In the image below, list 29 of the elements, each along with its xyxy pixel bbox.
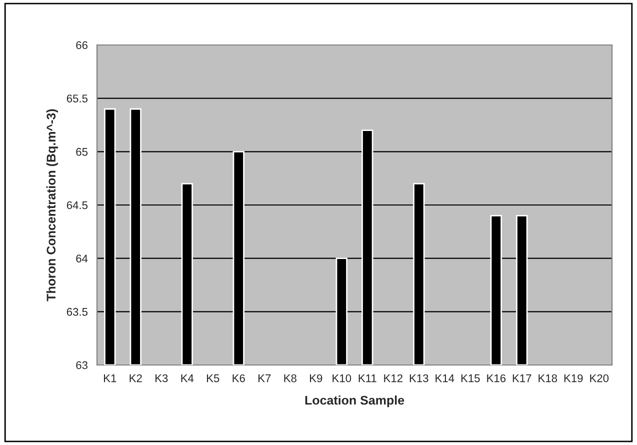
x-tick-label: K18 [538, 374, 558, 382]
y-tick-label: 63.5 [66, 308, 88, 316]
x-tick-label: K20 [590, 374, 609, 382]
x-tick-label: K3 [155, 374, 168, 382]
x-tick-label: K15 [461, 374, 480, 382]
x-axis-title: Location Sample [305, 395, 404, 408]
x-tick-label: K2 [130, 374, 142, 382]
x-tick-label: K9 [310, 374, 322, 382]
x-tick-label: K11 [358, 374, 376, 382]
y-axis-title: Thoron Concentration (Bq.m^-3) [46, 109, 58, 302]
x-tick-label: K1 [104, 374, 116, 382]
x-tick-label: K13 [410, 374, 428, 382]
x-tick-label: K7 [258, 374, 271, 382]
x-tick-label: K4 [181, 374, 194, 382]
y-tick-label: 66 [76, 41, 88, 50]
x-tick-label: K6 [232, 374, 245, 382]
y-tick-label: 64 [76, 254, 88, 262]
x-tick-label: K14 [436, 374, 454, 382]
x-tick-label: K12 [384, 374, 402, 382]
x-tick-label: K17 [512, 374, 532, 382]
x-tick-label: K19 [564, 374, 583, 382]
y-tick-label: 64.5 [66, 201, 88, 210]
x-tick-label: K8 [284, 374, 296, 382]
x-tick-label: K16 [487, 374, 506, 382]
y-tick-label: 65.5 [66, 94, 88, 102]
y-tick-label: 63 [76, 361, 88, 370]
y-tick-label: 65 [76, 148, 88, 156]
x-tick-label: K5 [206, 374, 220, 382]
x-tick-label: K10 [332, 374, 352, 382]
